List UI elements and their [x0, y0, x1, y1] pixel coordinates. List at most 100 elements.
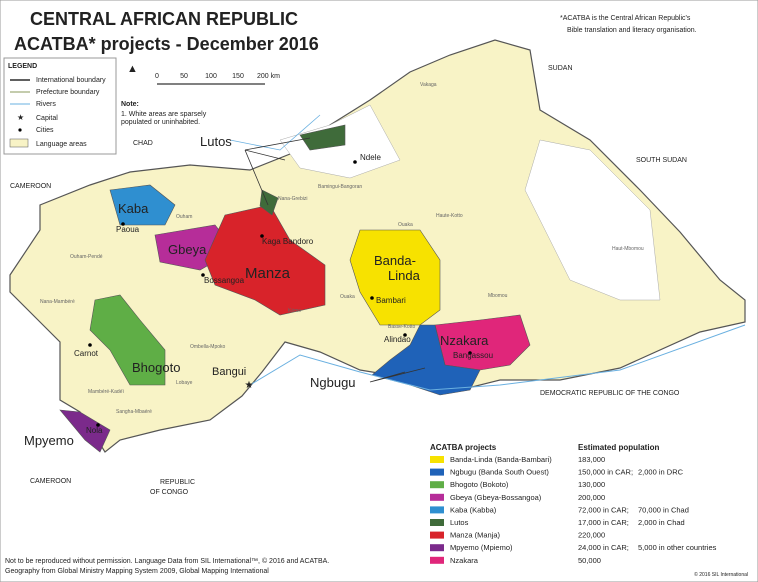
swatch [430, 493, 444, 501]
swatch [430, 506, 444, 514]
project-label: Nzakara [440, 333, 489, 348]
copyright: Not to be reproduced without permission.… [5, 557, 329, 565]
project-label: Linda [388, 268, 421, 283]
city: Alindao [384, 335, 411, 344]
countries: CHAD SUDAN SOUTH SUDAN CAMEROON CAMEROON… [10, 65, 687, 496]
project-label: Lutos [200, 134, 232, 149]
prefecture: Mambéré-Kadéï [88, 389, 124, 395]
swatch [430, 481, 444, 489]
legend-item: Capital [36, 115, 58, 122]
row-population: 24,000 in CAR; [578, 543, 629, 552]
prefecture: Mbomou [488, 293, 508, 299]
prefecture: Vakaga [420, 82, 437, 88]
prefecture: Ombella-Mpoko [190, 344, 226, 350]
city: Paoua [116, 225, 140, 234]
swatch [430, 556, 444, 564]
swatch [430, 519, 444, 526]
project-label: Gbeya [168, 242, 207, 257]
footnote: *ACATBA is the Central African Republic'… [560, 15, 691, 22]
row-name: Lutos [450, 518, 469, 527]
prefecture: Basse-Kotto [388, 324, 415, 330]
table-box [424, 436, 748, 574]
prefecture: Lobaye [176, 380, 193, 386]
row-name: Mpyemo (Mpiemo) [450, 543, 513, 552]
map: ★ [9, 39, 746, 453]
country: CAMEROON [30, 478, 71, 485]
prefecture: Ouham [176, 214, 192, 220]
row-population: 200,000 [578, 493, 605, 502]
prefecture: Bamingui-Bangoran [318, 184, 362, 190]
city-labels: Ndele Paoua Kaga Bandoro Bossangoa Bamba… [74, 153, 493, 435]
row-name: Kaba (Kabba) [450, 505, 497, 514]
note: Note: [121, 101, 139, 108]
row-population: 183,000 [578, 455, 605, 464]
city: Bangassou [453, 351, 493, 360]
project-label: Kaba [118, 201, 149, 216]
prefecture: Haute-Kotto [436, 213, 463, 219]
footnote-box [555, 8, 750, 38]
svg-text:★: ★ [245, 380, 254, 391]
project-labels: Lutos Kaba Gbeya Manza Banda- Linda Nzak… [24, 134, 489, 448]
legend-item: Cities [36, 127, 54, 134]
title: CENTRAL AFRICAN REPUBLIC ACATBA* project… [14, 9, 319, 54]
row-population: 5,000 in other countries [638, 543, 717, 552]
row-population: 220,000 [578, 531, 605, 540]
country: OF CONGO [150, 489, 189, 496]
prefecture: Ouaka [398, 222, 413, 228]
title-line: ACATBA* projects - December 2016 [14, 34, 319, 54]
legend-item: International boundary [36, 77, 106, 84]
country: REPUBLIC [160, 479, 195, 486]
project-label: Mpyemo [24, 433, 74, 448]
row-population: 17,000 in CAR; [578, 518, 629, 527]
row-name: Nzakara [450, 556, 479, 565]
legend-item: Rivers [36, 101, 56, 108]
scale-label: 0 [155, 73, 159, 80]
legend-item: Language areas [36, 141, 87, 148]
row-name: Manza (Manja) [450, 531, 501, 540]
row-name: Gbeya (Gbeya-Bossangoa) [450, 493, 542, 502]
city: Kaga Bandoro [262, 237, 314, 246]
project-table: ACATBA projects Estimated population Ban… [424, 436, 748, 574]
svg-text:▲: ▲ [127, 63, 138, 75]
scale-bar: ▲ 0 50 100 150 200 km [127, 63, 280, 85]
credit: © 2016 SIL International [694, 571, 748, 578]
table-heading: ACATBA projects [430, 443, 497, 452]
scale-label: 100 [205, 73, 217, 80]
prefecture: Sangha-Mbaéré [116, 409, 152, 415]
legend-item: Prefecture boundary [36, 89, 100, 96]
row-name: Ngbugu (Banda South Ouest) [450, 468, 549, 477]
country: SOUTH SUDAN [636, 157, 687, 164]
prefecture: Nana-Grebizi [278, 196, 307, 202]
row-name: Banda-Linda (Banda-Bambari) [450, 455, 552, 464]
country: SUDAN [548, 65, 573, 72]
row-population: 2,000 in DRC [638, 468, 684, 477]
row-population: 150,000 in CAR; [578, 468, 633, 477]
project-label: Banda- [374, 253, 416, 268]
city: Bambari [376, 296, 406, 305]
swatch [430, 531, 444, 539]
note: populated or uninhabited. [121, 119, 200, 126]
row-population: 72,000 in CAR; [578, 505, 629, 514]
title-line: CENTRAL AFRICAN REPUBLIC [30, 9, 298, 29]
city: Carnot [74, 349, 99, 358]
project-label: Ngbugu [310, 375, 356, 390]
city: Ndele [360, 153, 381, 162]
row-population: 2,000 in Chad [638, 518, 685, 527]
legend-box [3, 57, 117, 155]
note: 1. White areas are sparsely [121, 111, 207, 118]
city: Bossangoa [204, 276, 245, 285]
city: Bangui [212, 366, 246, 378]
row-population: 130,000 [578, 480, 605, 489]
svg-text:★: ★ [17, 113, 24, 122]
country: CAMEROON [10, 183, 51, 190]
prefecture: Nana-Mambéré [40, 299, 75, 305]
prefecture: Haut-Mbomou [612, 246, 644, 252]
row-population: 50,000 [578, 556, 601, 565]
swatch [430, 468, 444, 476]
legend: LEGEND ★ International boundary Prefectu… [3, 57, 117, 155]
scale-label: 50 [180, 73, 188, 80]
country: DEMOCRATIC REPUBLIC OF THE CONGO [540, 390, 680, 397]
legend-heading: LEGEND [8, 63, 37, 70]
prefecture-labels: Vakaga Bamingui-Bangoran Haute-Kotto Hau… [40, 82, 644, 415]
